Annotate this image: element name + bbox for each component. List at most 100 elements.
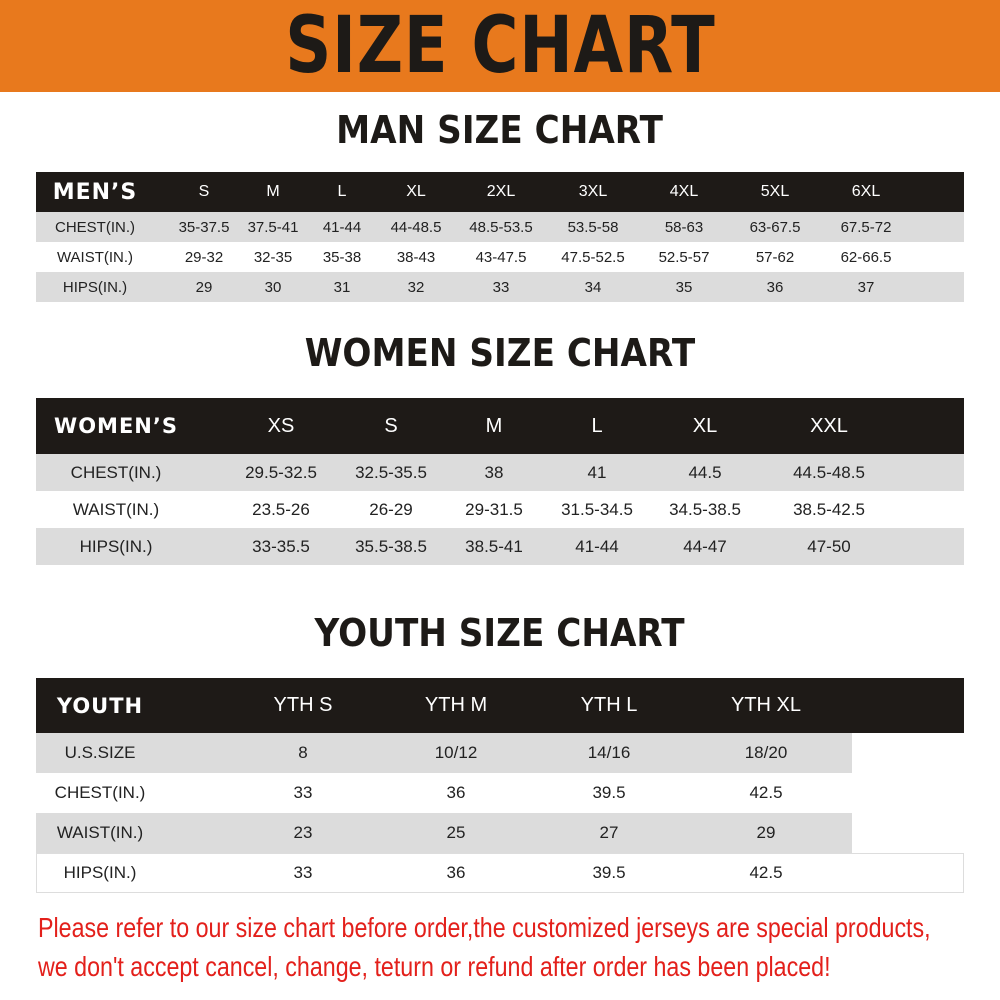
measurement-value: 32.5-35.5 [355, 462, 427, 482]
notice-line-2: we don't accept cancel, change, teturn o… [38, 951, 831, 982]
size-column-header: S [198, 183, 210, 200]
youth-header-row: YOUTH YTH S YTH M YTH L YTH XL [36, 678, 964, 733]
row-stripe [36, 212, 964, 242]
men-header-row: MEN’S S M L XL 2XL 3XL 4XL 5XL 6XL [36, 172, 964, 212]
measurement-value: 35.5-38.5 [355, 536, 427, 556]
measurement-label: HIPS(IN.) [79, 536, 153, 556]
table-row: WAIST(IN.) 23.5-26 26-29 29-31.5 31.5-34.5 34… [36, 491, 964, 528]
measurement-value: 23 [293, 823, 313, 842]
measurement-value: 38.5-41 [465, 536, 523, 556]
measurement-value: 42.5 [749, 863, 783, 882]
measurement-value: 41 [587, 462, 607, 482]
size-column-header: 3XL [578, 183, 608, 200]
measurement-value: 33 [293, 863, 313, 882]
measurement-value: 37.5-41 [247, 218, 299, 236]
measurement-value: 36 [446, 783, 466, 802]
row-stripe [36, 528, 964, 565]
measurement-label: CHEST(IN.) [55, 218, 135, 236]
measurement-value: 38.5-42.5 [793, 499, 865, 519]
measurement-value: 29-31.5 [465, 499, 523, 519]
measurement-value: 48.5-53.5 [469, 218, 533, 236]
youth-title: YOUTH SIZE CHART [314, 611, 685, 655]
table-label: MEN’S [52, 179, 138, 205]
measurement-value: 26-29 [369, 499, 413, 519]
measurement-value: 14/16 [587, 743, 631, 762]
measurement-label: CHEST(IN.) [54, 783, 146, 802]
women-size-table: WOMEN’S XS S M L XL XXL CHEST(IN.) 29.5-32.5 32.5… [36, 398, 964, 565]
measurement-value: 29.5-32.5 [245, 462, 317, 482]
table-row: HIPS(IN.) 33 36 39.5 42.5 [36, 853, 964, 893]
measurement-value: 31.5-34.5 [561, 499, 633, 519]
measurement-label: HIPS(IN.) [63, 863, 137, 882]
table-row: WAIST(IN.) 29-32 32-35 35-38 38-43 43-47.5 47.… [36, 242, 964, 272]
measurement-value: 44-48.5 [390, 218, 442, 236]
row-stripe [36, 733, 852, 773]
measurement-value: 41-44 [322, 218, 362, 236]
measurement-value: 63-67.5 [749, 218, 801, 236]
measurement-value: 34 [584, 278, 602, 296]
table-label: WOMEN’S [54, 414, 178, 438]
measurement-value: 23.5-26 [252, 499, 310, 519]
measurement-label: WAIST(IN.) [72, 499, 160, 519]
table-row: CHEST(IN.) 35-37.5 37.5-41 41-44 44-48.5 48.5… [36, 212, 964, 242]
size-column-header: 2XL [486, 183, 516, 200]
measurement-value: 44-47 [683, 536, 727, 556]
measurement-value: 39.5 [592, 783, 626, 802]
measurement-value: 33-35.5 [252, 536, 310, 556]
size-column-header: M [266, 183, 280, 200]
measurement-value: 42.5 [749, 783, 783, 802]
women-header-row: WOMEN’S XS S M L XL XXL [36, 398, 964, 454]
measurement-value: 33 [293, 783, 313, 802]
size-column-header: YTH M [424, 694, 488, 716]
measurement-label: HIPS(IN.) [62, 278, 128, 296]
measurement-value: 44.5-48.5 [793, 462, 865, 482]
table-row: CHEST(IN.) 33 36 39.5 42.5 [36, 773, 964, 813]
size-column-header: L [337, 183, 347, 200]
size-column-header: XS [267, 414, 295, 437]
measurement-value: 41-44 [575, 536, 619, 556]
measurement-value: 32 [407, 278, 425, 296]
measurement-value: 39.5 [592, 863, 626, 882]
youth-size-table: YOUTH YTH S YTH M YTH L YTH XL U.S.SIZE 8 10/12… [36, 678, 964, 893]
measurement-value: 34.5-38.5 [669, 499, 741, 519]
measurement-value: 35 [675, 278, 693, 296]
size-column-header: XL [406, 183, 426, 200]
measurement-value: 58-63 [664, 218, 704, 236]
table-row: HIPS(IN.) 33-35.5 35.5-38.5 38.5-41 41-44 44-… [36, 528, 964, 565]
size-column-header: YTH XL [730, 694, 802, 716]
measurement-value: 35-38 [322, 248, 362, 266]
size-column-header: S [384, 414, 398, 437]
table-row: CHEST(IN.) 29.5-32.5 32.5-35.5 38 41 44.5 44.5… [36, 454, 964, 491]
table-row: U.S.SIZE 8 10/12 14/16 18/20 [36, 733, 964, 773]
measurement-value: 8 [298, 743, 308, 762]
measurement-label: WAIST(IN.) [56, 823, 144, 842]
measurement-value: 52.5-57 [658, 248, 710, 266]
measurement-value: 31 [333, 278, 351, 296]
measurement-value: 30 [264, 278, 282, 296]
size-column-header: M [485, 414, 503, 437]
size-column-header: XL [692, 414, 718, 437]
measurement-value: 25 [446, 823, 466, 842]
measurement-label: WAIST(IN.) [56, 248, 134, 266]
measurement-value: 36 [446, 863, 466, 882]
women-title: WOMEN SIZE CHART [304, 331, 696, 375]
measurement-value: 43-47.5 [475, 248, 527, 266]
measurement-value: 36 [766, 278, 784, 296]
row-stripe [36, 272, 964, 302]
measurement-value: 35-37.5 [178, 218, 230, 236]
table-row: HIPS(IN.) 29 30 31 32 33 34 35 36 37 [36, 272, 964, 302]
measurement-value: 47-50 [807, 536, 851, 556]
banner-title: SIZE CHART [284, 1, 716, 91]
size-column-header: XXL [810, 414, 848, 437]
row-stripe [36, 454, 964, 491]
table-row: WAIST(IN.) 23 25 27 29 [36, 813, 964, 853]
measurement-value: 29-32 [184, 248, 224, 266]
measurement-value: 38 [484, 462, 504, 482]
measurement-value: 18/20 [744, 743, 788, 762]
measurement-value: 29 [195, 278, 213, 296]
size-column-header: 5XL [760, 183, 790, 200]
size-column-header: 6XL [851, 183, 881, 200]
men-title: MAN SIZE CHART [336, 108, 664, 152]
measurement-value: 44.5 [688, 462, 722, 482]
banner: SIZE CHART [0, 0, 1000, 92]
